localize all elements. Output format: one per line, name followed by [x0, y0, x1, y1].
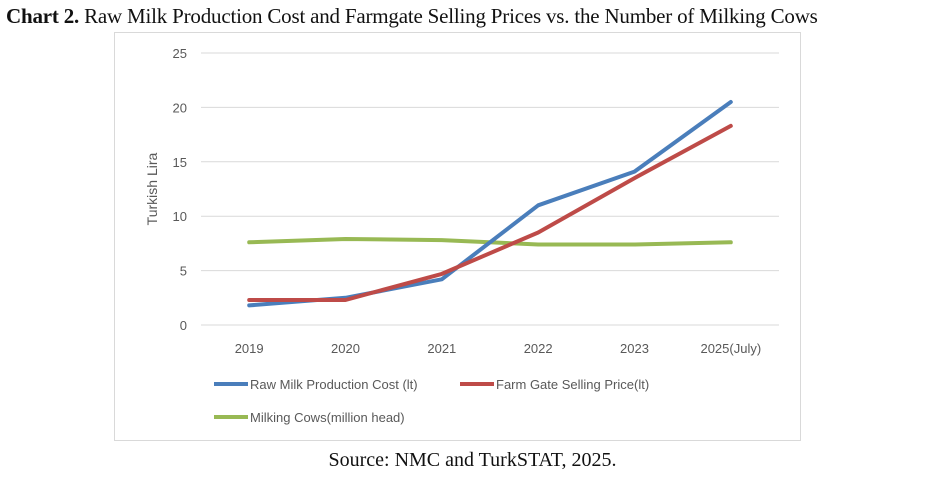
- y-tick-label: 25: [173, 46, 187, 61]
- legend: Raw Milk Production Cost (lt) Farm Gate S…: [214, 377, 649, 425]
- chart-caption: Chart 2. Raw Milk Production Cost and Fa…: [6, 4, 818, 29]
- y-tick-label: 20: [173, 100, 187, 115]
- series-line-1: [247, 123, 733, 302]
- x-tick-label: 2019: [235, 341, 264, 356]
- caption-label: Chart 2.: [6, 4, 80, 28]
- x-tick-label: 2023: [620, 341, 649, 356]
- y-tick-labels: 0 5 10 15 20 25: [173, 46, 187, 333]
- y-axis-label: Turkish Lira: [144, 152, 160, 225]
- x-tick-label: 2020: [331, 341, 360, 356]
- x-tick-label: 2025(July): [700, 341, 761, 356]
- y-tick-label: 0: [180, 318, 187, 333]
- chart-area: [114, 32, 801, 441]
- series-lines: [247, 100, 733, 308]
- x-tick-labels: 2019 2020 2021 2022 2023 2025(July): [235, 341, 761, 356]
- gridlines: [201, 52, 779, 326]
- y-tick-label: 5: [180, 264, 187, 279]
- legend-label: Raw Milk Production Cost (lt): [250, 377, 418, 392]
- legend-label: Farm Gate Selling Price(lt): [496, 377, 649, 392]
- y-tick-label: 10: [173, 209, 187, 224]
- x-tick-label: 2021: [427, 341, 456, 356]
- x-tick-label: 2022: [524, 341, 553, 356]
- y-tick-label: 15: [173, 155, 187, 170]
- caption-text: Raw Milk Production Cost and Farmgate Se…: [79, 4, 818, 28]
- source-note: Source: NMC and TurkSTAT, 2025.: [328, 449, 617, 471]
- legend-label: Milking Cows(million head): [250, 410, 405, 425]
